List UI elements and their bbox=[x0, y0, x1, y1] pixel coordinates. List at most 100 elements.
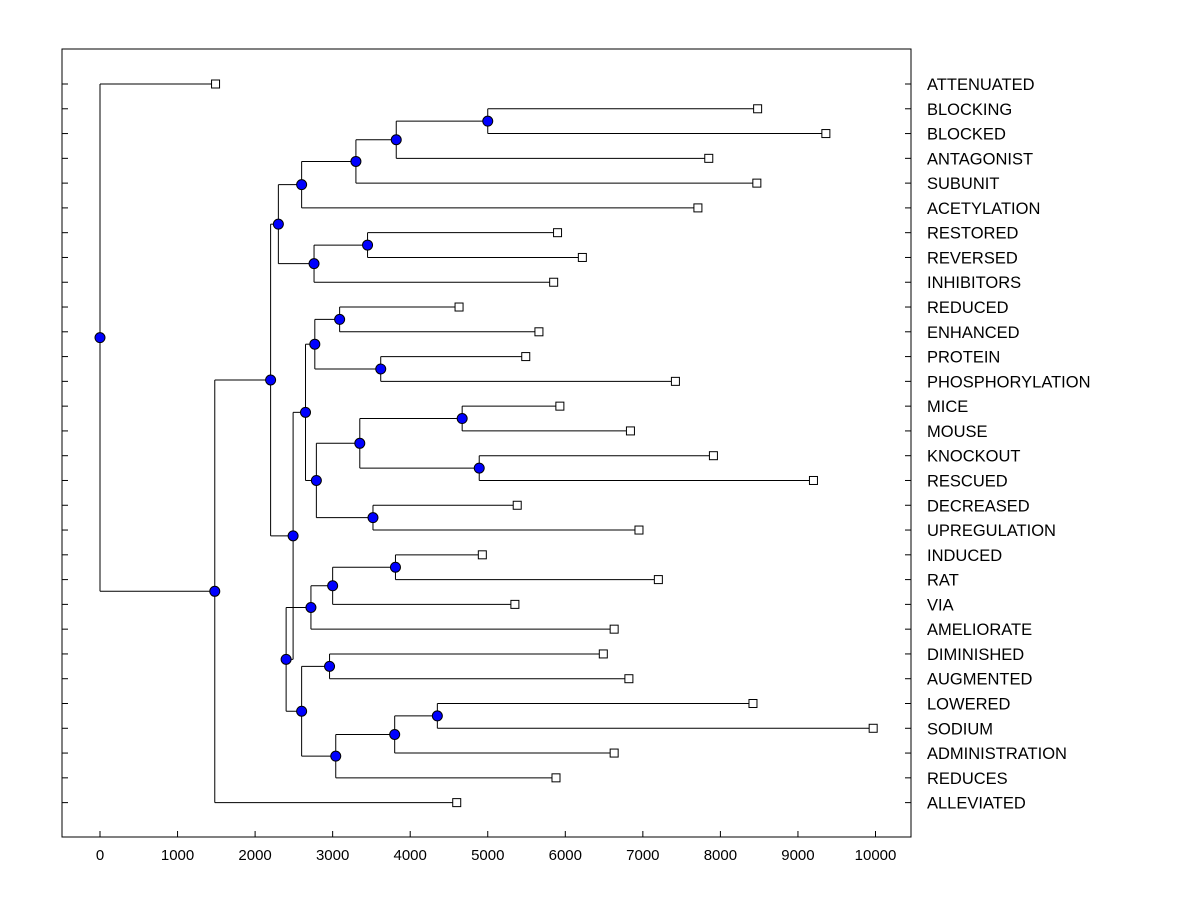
node-marker bbox=[389, 561, 401, 573]
x-tick-label: 1000 bbox=[161, 847, 194, 864]
leaf-marker bbox=[512, 500, 522, 510]
node-marker bbox=[324, 660, 336, 672]
node-marker bbox=[482, 115, 494, 127]
leaf-label: BLOCKING bbox=[927, 101, 1012, 119]
x-tick-label: 8000 bbox=[704, 847, 737, 864]
leaf-marker bbox=[808, 475, 818, 485]
x-tick-label: 2000 bbox=[238, 847, 271, 864]
leaf-label: SUBUNIT bbox=[927, 175, 999, 193]
leaf-marker bbox=[577, 252, 587, 262]
leaf-marker bbox=[521, 352, 531, 362]
leaf-marker bbox=[609, 624, 619, 634]
leaf-label: UPREGULATION bbox=[927, 522, 1056, 540]
leaf-marker bbox=[534, 327, 544, 337]
x-tick-label: 0 bbox=[96, 847, 104, 864]
node-marker bbox=[362, 239, 374, 251]
x-tick-label: 5000 bbox=[471, 847, 504, 864]
node-marker bbox=[94, 332, 106, 344]
leaf-label: RAT bbox=[927, 572, 959, 590]
leaf-label: ACETYLATION bbox=[927, 200, 1040, 218]
node-marker bbox=[308, 258, 320, 270]
dendrogram-markers bbox=[94, 79, 878, 808]
node-marker bbox=[390, 134, 402, 146]
leaf-label: INDUCED bbox=[927, 547, 1002, 565]
x-tick-label: 3000 bbox=[316, 847, 349, 864]
x-tick-label: 6000 bbox=[549, 847, 582, 864]
x-tick-label: 7000 bbox=[626, 847, 659, 864]
leaf-label: DECREASED bbox=[927, 497, 1030, 515]
leaf-marker bbox=[549, 277, 559, 287]
leaf-label: RESCUED bbox=[927, 472, 1008, 490]
node-marker bbox=[473, 462, 485, 474]
node-marker bbox=[300, 406, 312, 418]
node-marker bbox=[280, 653, 292, 665]
leaf-marker bbox=[670, 376, 680, 386]
leaf-marker bbox=[452, 798, 462, 808]
node-marker bbox=[272, 218, 284, 230]
node-marker bbox=[305, 601, 317, 613]
leaf-marker bbox=[634, 525, 644, 535]
node-marker bbox=[296, 179, 308, 191]
leaf-label: RESTORED bbox=[927, 225, 1018, 243]
leaf-marker bbox=[704, 153, 714, 163]
leaf-marker bbox=[598, 649, 608, 659]
node-marker bbox=[367, 512, 379, 524]
leaf-label: ATTENUATED bbox=[927, 76, 1035, 94]
leaf-marker bbox=[753, 104, 763, 114]
leaf-label: VIA bbox=[927, 596, 954, 614]
leaf-label: INHIBITORS bbox=[927, 274, 1021, 292]
leaf-label: ENHANCED bbox=[927, 324, 1020, 342]
leaf-label: ANTAGONIST bbox=[927, 150, 1033, 168]
leaf-label: ADMINISTRATION bbox=[927, 745, 1067, 763]
leaf-marker bbox=[653, 575, 663, 585]
node-marker bbox=[327, 580, 339, 592]
leaf-ticks bbox=[62, 83, 911, 804]
leaf-marker bbox=[553, 228, 563, 238]
leaf-label: AMELIORATE bbox=[927, 621, 1032, 639]
node-marker bbox=[456, 413, 468, 425]
leaf-marker bbox=[555, 401, 565, 411]
leaf-label: PHOSPHORYLATION bbox=[927, 373, 1091, 391]
node-marker bbox=[354, 437, 366, 449]
leaf-label: MOUSE bbox=[927, 423, 988, 441]
leaf-marker bbox=[868, 723, 878, 733]
leaf-label: REVERSED bbox=[927, 249, 1018, 267]
leaf-marker bbox=[551, 773, 561, 783]
leaf-label: BLOCKED bbox=[927, 126, 1006, 144]
x-tick-label: 10000 bbox=[855, 847, 897, 864]
node-marker bbox=[209, 585, 221, 597]
leaf-marker bbox=[609, 748, 619, 758]
leaf-marker bbox=[748, 699, 758, 708]
node-marker bbox=[310, 474, 322, 486]
node-marker bbox=[265, 374, 277, 386]
leaf-label: DIMINISHED bbox=[927, 646, 1024, 664]
leaf-label: LOWERED bbox=[927, 696, 1011, 714]
leaf-marker bbox=[454, 302, 464, 312]
node-marker bbox=[375, 363, 387, 375]
plot-frame bbox=[61, 48, 912, 838]
node-marker bbox=[334, 313, 346, 325]
node-marker bbox=[350, 155, 362, 167]
leaf-marker bbox=[624, 674, 634, 684]
leaf-label: PROTEIN bbox=[927, 349, 1000, 367]
leaf-marker bbox=[752, 178, 762, 188]
leaf-marker bbox=[625, 426, 635, 436]
leaf-marker bbox=[211, 79, 221, 89]
node-marker bbox=[296, 705, 308, 717]
dendrogram-links bbox=[99, 83, 874, 804]
leaf-marker bbox=[821, 129, 831, 139]
node-marker bbox=[309, 338, 321, 350]
leaf-marker bbox=[693, 203, 703, 213]
node-marker bbox=[330, 750, 342, 762]
leaf-labels: ATTENUATED BLOCKING BLOCKED ANTAGONIST SUBUN… bbox=[927, 76, 1091, 813]
node-marker bbox=[389, 728, 401, 740]
leaf-label: AUGMENTED bbox=[927, 671, 1033, 689]
leaf-marker bbox=[510, 599, 520, 609]
leaf-label: SODIUM bbox=[927, 720, 993, 738]
x-tick-label: 4000 bbox=[394, 847, 427, 864]
leaf-label: KNOCKOUT bbox=[927, 448, 1021, 466]
node-marker bbox=[287, 530, 299, 542]
leaf-marker bbox=[708, 451, 718, 461]
node-marker bbox=[431, 710, 443, 722]
